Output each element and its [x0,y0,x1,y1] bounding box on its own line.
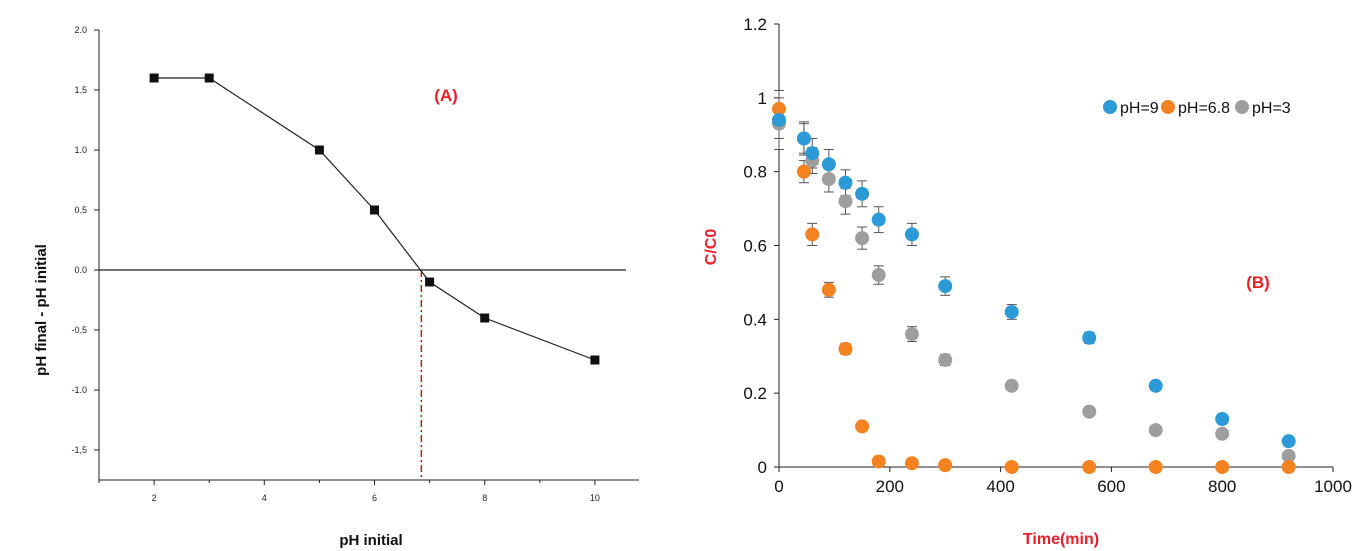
panel-b-y-tick-label: 0.4 [743,310,767,329]
panel-b: 0 200 400 600 800 1000 0 0.2 0.4 0.6 0.8 1 1.2 (B) T… [703,15,1352,548]
panel-b-y-tick-label: 1 [758,89,767,108]
legend-marker [1235,100,1249,114]
panel-b-point [855,419,870,434]
panel-a: 2 4 6 8 10 2.0 1.5 1.0 0.5 0.0 -0.5 -1.0 -1,5 (A) pH… [33,25,639,549]
panel-b-point [1215,426,1230,441]
panel-b-point [904,227,919,242]
panel-b-point [904,456,919,471]
panel-a-point [149,73,159,83]
panel-b-point [772,112,786,127]
panel-b-point [1281,460,1296,474]
panel-b-x-tick-label: 800 [1208,477,1236,496]
panel-b-ticks: 0 200 400 600 800 1000 0 0.2 0.4 0.6 0.8 1 1.2 [743,15,1352,496]
panel-b-x-tick-label: 600 [1097,477,1125,496]
panel-b-point [938,458,953,473]
panel-b-point [1082,460,1097,474]
panel-b-point [796,164,811,179]
panel-a-y-tick-label: 1.5 [74,85,87,95]
panel-a-x-tick-label: 2 [152,493,157,503]
panel-b-point [838,175,853,190]
panel-a-x-tick-label: 4 [262,493,267,503]
panel-a-series-line [154,77,596,361]
panel-a-y-tick-label: -1,5 [71,445,87,455]
panel-b-point [1082,330,1097,345]
panel-a-point [480,313,490,323]
panel-b-point [821,157,836,172]
panel-b-point [1004,304,1019,319]
panel-a-y-tick-label: 2.0 [74,25,87,35]
panel-a-y-tick-label: 0.0 [74,265,87,275]
panel-a-point [370,205,380,215]
panel-b-point [838,194,853,209]
panel-b-point [805,146,820,161]
legend-label: pH=9 [1120,100,1159,117]
panel-a-x-tick-label: 8 [482,493,487,503]
panel-b-point [821,282,836,297]
panel-b-point [796,131,811,146]
panel-b-points [772,101,1296,474]
panel-a-y-label: pH final - pH initial [33,244,50,376]
panel-b-point [1215,412,1230,427]
panel-b-y-label: C/C0 [703,229,720,266]
panel-b-point [1281,434,1296,449]
panel-a-point [425,277,435,287]
panel-a-point [314,145,324,155]
panel-b-x-tick-label: 1000 [1314,477,1352,496]
panel-b-x-tick-label: 200 [876,477,904,496]
panel-a-ticks: 2 4 6 8 10 2.0 1.5 1.0 0.5 0.0 -0.5 -1.0 -1,5 [71,25,599,503]
panel-b-point [938,352,953,367]
panel-a-y-tick-label: -0.5 [71,325,87,335]
panel-b-point [938,279,953,294]
panel-b-point [871,454,886,469]
panel-b-y-tick-label: 0.2 [743,384,767,403]
panel-b-point [1215,460,1230,474]
panel-b-point [821,172,836,187]
panel-b-x-tick-label: 0 [774,477,783,496]
panel-b-y-tick-label: 1.2 [743,15,767,34]
legend-marker [1103,100,1117,114]
panel-b-point [855,231,870,246]
panel-b-point [855,186,870,201]
legend-label: pH=6.8 [1178,100,1230,117]
panel-a-x-tick-label: 6 [372,493,377,503]
legend-label: pH=3 [1252,100,1291,117]
panel-b-point [1004,378,1019,393]
panel-b-point [772,101,786,116]
panel-b-point [1281,448,1296,463]
panel-a-label: (A) [434,86,458,105]
panel-b-point [871,212,886,227]
panel-b-point [904,327,919,342]
panel-b-y-tick-label: 0.8 [743,163,767,182]
panel-b-point [1082,404,1097,419]
panel-a-x-tick-label: 10 [590,493,600,503]
panel-a-y-tick-label: -1.0 [71,385,87,395]
panel-b-y-tick-label: 0.6 [743,237,767,256]
panel-a-point [204,73,214,83]
legend-marker [1161,100,1175,114]
panel-b-label: (B) [1246,273,1270,292]
panel-a-x-label: pH initial [339,532,402,549]
panel-b-point [838,341,853,356]
panel-b-point [1004,460,1019,474]
panel-b-point [805,227,820,242]
panel-b-x-tick-label: 400 [986,477,1014,496]
panel-b-point [871,268,886,283]
panel-b-point [1148,423,1163,438]
panel-a-points [149,73,600,365]
panel-b-error-bars [774,89,1095,366]
panel-a-point [590,355,600,365]
panel-b-x-label: Time(min) [1023,531,1099,548]
panel-a-y-tick-label: 1.0 [74,145,87,155]
panel-b-point [1148,378,1163,393]
panel-b-legend: pH=9 pH=6.8 pH=3 [1103,100,1291,117]
panel-b-y-tick-label: 0 [758,458,767,477]
panel-a-y-tick-label: 0.5 [74,205,87,215]
panel-b-point [1148,460,1163,474]
